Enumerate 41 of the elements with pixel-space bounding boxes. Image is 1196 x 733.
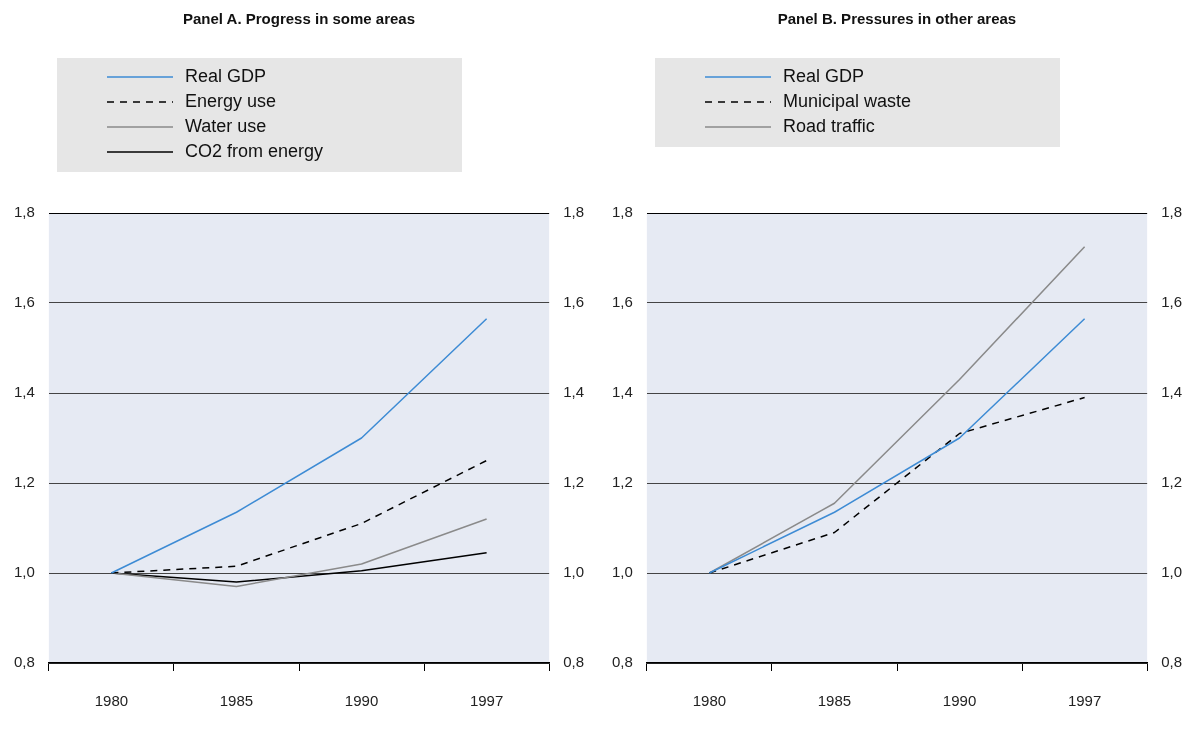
y2-tick-label: 1,8 — [563, 203, 585, 221]
x-tick-label: 1997 — [469, 692, 504, 710]
chart-title: Panel B. Pressures in other areas — [776, 10, 1018, 27]
x-tick-label: 1980 — [94, 692, 129, 710]
y2-tick-label: 1,6 — [1161, 293, 1183, 311]
y-tick-label: 1,6 — [13, 293, 35, 311]
y-tick-label: 0,8 — [13, 653, 35, 671]
y-tick-label: 1,0 — [13, 563, 35, 581]
y-tick-label: 1,0 — [611, 563, 633, 581]
y2-tick-label: 1,4 — [563, 383, 585, 401]
x-tick-label: 1980 — [692, 692, 727, 710]
y2-tick-label: 0,8 — [1161, 653, 1183, 671]
legend-label: Real GDP — [783, 66, 865, 87]
x-tick-label: 1985 — [219, 692, 254, 710]
x-tick-label: 1990 — [942, 692, 977, 710]
legend-label: Energy use — [185, 91, 277, 112]
y2-tick-label: 1,4 — [1161, 383, 1183, 401]
y-tick-label: 1,6 — [611, 293, 633, 311]
y2-tick-label: 1,6 — [563, 293, 585, 311]
y2-tick-label: 1,0 — [1161, 563, 1183, 581]
y2-tick-label: 1,2 — [563, 473, 585, 491]
legend-label: Municipal waste — [783, 91, 912, 112]
legend-label: Real GDP — [185, 66, 267, 87]
y-tick-label: 1,8 — [611, 203, 633, 221]
y-tick-label: 0,8 — [611, 653, 633, 671]
x-tick-label: 1985 — [817, 692, 852, 710]
x-tick-label: 1990 — [344, 692, 379, 710]
y-tick-label: 1,4 — [611, 383, 633, 401]
y2-tick-label: 1,8 — [1161, 203, 1183, 221]
chart-title: Panel A. Progress in some areas — [181, 10, 417, 27]
x-tick-label: 1997 — [1067, 692, 1102, 710]
y-tick-label: 1,2 — [13, 473, 35, 491]
y-tick-label: 1,8 — [13, 203, 35, 221]
legend-label: Road traffic — [783, 116, 875, 137]
y-tick-label: 1,2 — [611, 473, 633, 491]
legend-label: Water use — [185, 116, 267, 137]
y-tick-label: 1,4 — [13, 383, 35, 401]
y2-tick-label: 1,2 — [1161, 473, 1183, 491]
y2-tick-label: 0,8 — [563, 653, 585, 671]
legend-label: CO2 from energy — [185, 141, 324, 162]
y2-tick-label: 1,0 — [563, 563, 585, 581]
